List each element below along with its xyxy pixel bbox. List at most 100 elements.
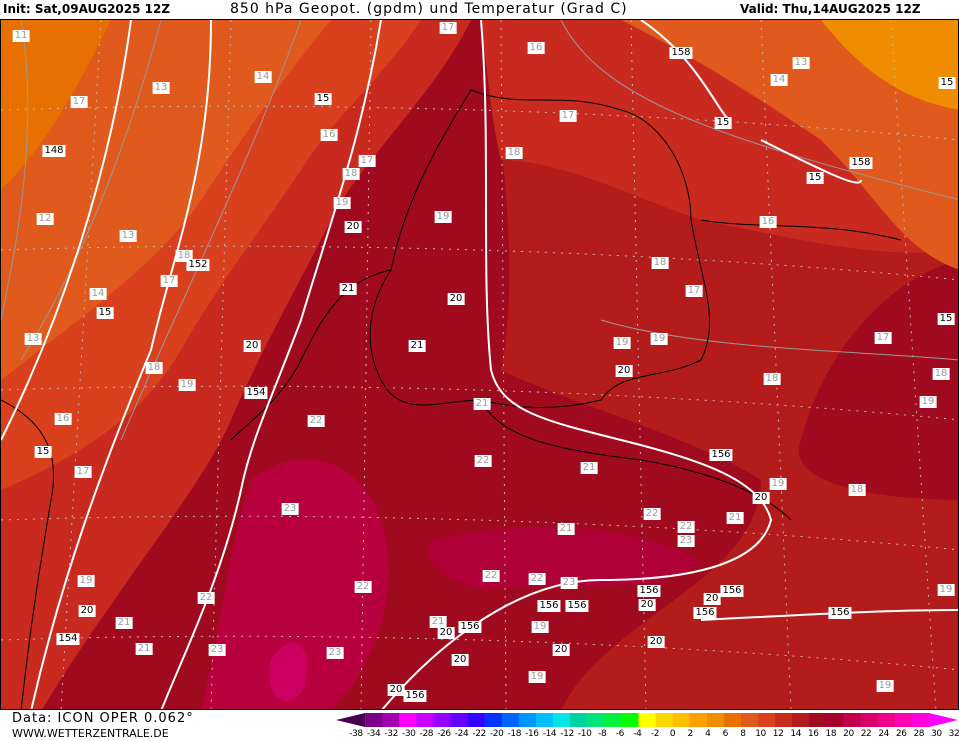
contour-label: 156 xyxy=(458,621,482,633)
contour-label: 15 xyxy=(96,307,114,319)
legend-tick: 28 xyxy=(913,729,925,739)
contour-label: 20 xyxy=(78,605,96,617)
legend-swatch xyxy=(450,713,469,727)
contour-label: 156 xyxy=(828,607,852,619)
legend-tick: -18 xyxy=(507,729,522,739)
legend-swatch xyxy=(740,713,759,727)
legend-tick: 22 xyxy=(860,729,872,739)
contour-label: 15 xyxy=(314,93,332,105)
temperature-label: 21 xyxy=(726,512,744,524)
isotherms-grey xyxy=(1,20,958,441)
contour-label: 20 xyxy=(387,684,405,696)
region-10-12 xyxy=(1,20,111,190)
legend-tick: 6 xyxy=(722,729,729,739)
temperature-label: 19 xyxy=(178,379,196,391)
legend-swatch xyxy=(672,713,691,727)
legend-swatch xyxy=(621,713,639,727)
contour-label: 15 xyxy=(938,77,956,89)
contour-label: 154 xyxy=(56,633,80,645)
temperature-label: 21 xyxy=(580,462,598,474)
legend-swatch xyxy=(723,713,742,727)
legend-swatch xyxy=(826,713,844,727)
temperature-label: 22 xyxy=(197,592,215,604)
temperature-label: 22 xyxy=(307,415,325,427)
temperature-label: 12 xyxy=(36,213,54,225)
temperature-label: 14 xyxy=(254,71,272,83)
legend-tick: 20 xyxy=(843,729,854,739)
legend-tick: 24 xyxy=(878,729,889,739)
region-12-14 xyxy=(1,20,331,380)
contour-label: 15 xyxy=(806,172,824,184)
temperature-label: 18 xyxy=(848,484,866,496)
region-8-12-east xyxy=(821,20,958,110)
legend-tick: -30 xyxy=(402,729,416,739)
temperature-label: 17 xyxy=(70,96,88,108)
contour-label: 148 xyxy=(42,145,66,157)
contour-label: 20 xyxy=(638,599,656,611)
region-22-24 xyxy=(201,459,389,709)
contour-label: 15 xyxy=(714,117,732,129)
contour-label: 15 xyxy=(34,446,52,458)
temperature-label: 13 xyxy=(24,333,42,345)
temperature-label: 22 xyxy=(482,570,500,582)
legend-swatch xyxy=(501,713,520,727)
legend-tick: -12 xyxy=(560,729,574,739)
temperature-label: 16 xyxy=(320,129,338,141)
legend-swatch xyxy=(484,713,503,727)
temperature-label: 22 xyxy=(474,455,492,467)
legend-swatch xyxy=(570,713,588,727)
legend-swatch xyxy=(706,713,725,727)
legend-tick: -22 xyxy=(472,729,486,739)
temperature-label: 22 xyxy=(528,573,546,585)
contour-label: 20 xyxy=(703,593,721,605)
legend-swatch xyxy=(911,713,930,727)
legend-tick: 26 xyxy=(895,729,907,739)
temperature-label: 21 xyxy=(429,616,447,628)
map-title: 850 hPa Geopot. (gpdm) und Temperatur (G… xyxy=(230,1,628,17)
legend-swatch xyxy=(604,713,622,727)
temperature-field xyxy=(1,20,958,709)
temperature-label: 19 xyxy=(333,197,351,209)
temperature-label: 21 xyxy=(557,523,575,535)
temperature-label: 18 xyxy=(763,373,781,385)
temperature-label: 16 xyxy=(759,216,777,228)
temperature-label: 23 xyxy=(560,577,578,589)
temperature-label: 22 xyxy=(677,521,695,533)
contour-label: 20 xyxy=(243,340,261,352)
contour-label: 21 xyxy=(339,283,357,295)
legend-swatch xyxy=(792,713,810,727)
region-12-14-east xyxy=(621,20,958,270)
legend-tick: -10 xyxy=(577,729,592,739)
legend-swatch xyxy=(587,713,605,727)
temperature-label: 23 xyxy=(677,535,695,547)
legend-swatch xyxy=(655,713,674,727)
weather-map: 11 17 16 14 13 13 14 17 17 16 18 17 18 19 19 12 16 13 18 17… xyxy=(0,19,959,710)
legend-swatch xyxy=(467,713,486,727)
temperature-label: 17 xyxy=(74,466,92,478)
temperature-label: 19 xyxy=(434,211,452,223)
contour-label: 154 xyxy=(244,387,268,399)
temperature-label: 22 xyxy=(354,581,372,593)
temperature-label: 23 xyxy=(281,503,299,515)
temperature-label: 16 xyxy=(527,42,545,54)
legend-swatch xyxy=(535,713,554,727)
temperature-label: 19 xyxy=(531,621,549,633)
contour-label: 156 xyxy=(537,600,561,612)
legend-tick: -24 xyxy=(454,729,469,739)
temperature-label: 19 xyxy=(769,478,787,490)
contour-label: 156 xyxy=(720,585,744,597)
temperature-label: 17 xyxy=(439,22,457,34)
temperature-label: 19 xyxy=(919,396,937,408)
legend-tick: -16 xyxy=(525,729,539,739)
contour-label: 20 xyxy=(447,293,465,305)
legend-swatch xyxy=(638,713,657,727)
contour-label: 156 xyxy=(693,607,717,619)
legend-swatch xyxy=(775,713,793,727)
temperature-label: 19 xyxy=(528,671,546,683)
legend-swatch xyxy=(758,713,776,727)
temperature-label: 17 xyxy=(160,275,178,287)
legend-tick: 14 xyxy=(790,729,802,739)
temperature-label: 18 xyxy=(342,168,360,180)
legend-swatch xyxy=(689,713,708,727)
temperature-label: 17 xyxy=(358,155,376,167)
